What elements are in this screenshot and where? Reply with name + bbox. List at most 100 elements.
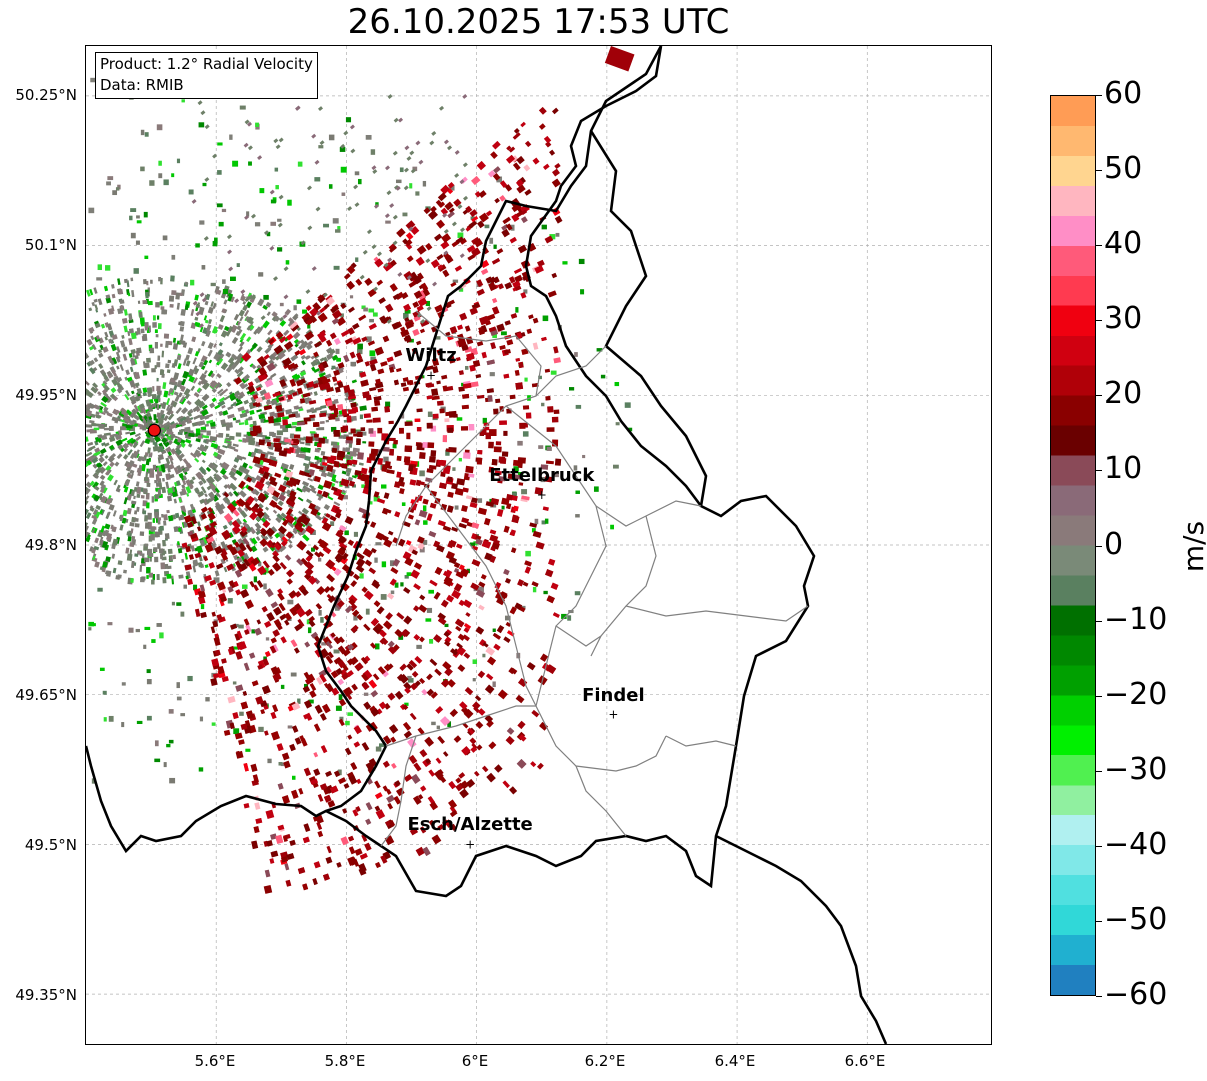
- radar-echo-cell: [134, 354, 139, 360]
- radar-echo-cell: [350, 402, 357, 408]
- radar-echo-cell: [461, 746, 471, 756]
- radar-echo-cell: [462, 487, 469, 493]
- radar-echo-cell: [353, 184, 359, 190]
- radar-echo-cell: [93, 485, 100, 491]
- radar-echo-cell: [477, 449, 483, 455]
- radar-echo-cell: [270, 711, 277, 720]
- radar-echo-cell: [457, 204, 463, 210]
- radar-echo-cell: [139, 317, 145, 325]
- radar-echo-cell: [121, 517, 127, 524]
- radar-echo-cell: [416, 408, 423, 413]
- radar-echo-cell: [120, 447, 125, 453]
- radar-echo-cell: [220, 419, 226, 425]
- radar-echo-cell: [196, 302, 201, 308]
- radar-echo-cell: [327, 496, 334, 501]
- radar-echo-cell: [516, 758, 527, 769]
- radar-echo-cell: [419, 452, 426, 460]
- radar-map-area[interactable]: + + + +: [85, 45, 992, 1045]
- radar-echo-cell: [528, 314, 534, 320]
- radar-echo-cell: [457, 633, 466, 641]
- radar-echo-cell: [319, 713, 327, 721]
- radar-echo-cell: [122, 454, 129, 460]
- radar-echo-cell: [333, 369, 340, 376]
- radar-echo-cell: [495, 441, 502, 446]
- radar-echo-cell: [178, 339, 183, 344]
- radar-echo-cell: [95, 411, 100, 415]
- radar-echo-cell: [133, 495, 136, 500]
- radar-echo-cell: [137, 423, 144, 428]
- radar-echo-cell: [234, 357, 242, 366]
- colorbar-tick-label: −20: [1104, 676, 1168, 712]
- radar-echo-cell: [503, 636, 511, 643]
- radar-echo-cell: [212, 539, 217, 546]
- radar-echo-cell: [310, 507, 319, 517]
- radar-echo-cell: [102, 690, 107, 695]
- radar-echo-cell: [218, 342, 223, 347]
- radar-echo-cell: [93, 450, 101, 457]
- radar-echo-cell: [353, 858, 360, 867]
- radar-echo-cell: [217, 323, 224, 331]
- radar-echo-cell: [399, 167, 404, 173]
- radar-echo-cell: [396, 455, 402, 462]
- radar-echo-cell: [486, 719, 494, 728]
- radar-echo-cell: [133, 268, 139, 274]
- radar-echo-cell: [144, 515, 148, 522]
- radar-echo-cell: [278, 194, 284, 200]
- radar-echo-cell: [243, 662, 250, 671]
- radar-echo-cell: [440, 207, 449, 216]
- radar-echo-cell: [448, 556, 458, 565]
- radar-echo-cell: [340, 313, 344, 318]
- radar-echo-cell: [120, 419, 125, 423]
- radar-echo-cell: [186, 400, 192, 406]
- radar-echo-cell: [535, 541, 545, 550]
- radar-echo-cell: [531, 382, 539, 388]
- radar-echo-cell: [249, 427, 254, 431]
- radar-echo-cell: [374, 805, 381, 812]
- radar-echo-cell: [209, 435, 218, 442]
- radar-echo-cell: [425, 300, 431, 307]
- radar-echo-cell: [123, 278, 128, 284]
- radar-echo-cell: [456, 646, 466, 656]
- radar-echo-cell: [203, 369, 208, 375]
- radar-echo-cell: [505, 621, 512, 628]
- radar-echo-cell: [237, 346, 243, 353]
- radar-echo-cell: [569, 387, 575, 391]
- colorbar-tick-mark: [1096, 996, 1102, 997]
- radar-echo-cell: [109, 444, 115, 451]
- radar-echo-cell: [244, 215, 250, 220]
- radar-echo-cell: [382, 785, 389, 792]
- lat-tick-50-25: 50.25°N: [15, 86, 77, 104]
- radar-echo-cell: [503, 349, 511, 355]
- radar-echo-cell: [275, 834, 284, 845]
- radar-echo-cell: [161, 486, 166, 494]
- radar-echo-cell: [317, 106, 323, 112]
- radar-echo-cell: [444, 640, 451, 647]
- radar-echo-cell: [160, 306, 165, 310]
- city-label: Findel: [582, 684, 645, 706]
- radar-echo-cell: [417, 794, 424, 800]
- radar-echo-cell: [176, 158, 181, 164]
- radar-echo-cell: [91, 301, 96, 307]
- radar-echo-cell: [388, 420, 394, 425]
- radar-echo-cell: [99, 480, 105, 487]
- radar-echo-cell: [209, 579, 217, 586]
- radar-echo-cell: [176, 541, 180, 546]
- radar-echo-cell: [227, 544, 234, 551]
- radar-echo-cell: [386, 190, 392, 196]
- radar-echo-cell: [417, 297, 428, 307]
- radar-echo-cell: [512, 280, 521, 288]
- radar-echo-cell: [203, 236, 209, 241]
- radar-echo-cell: [304, 330, 315, 341]
- radar-echo-cell: [354, 202, 360, 208]
- colorbar-tick-label: 40: [1104, 226, 1143, 262]
- radar-echo-cell: [294, 623, 303, 632]
- radar-echo-cell: [459, 788, 469, 799]
- radar-echo-cell: [522, 431, 529, 437]
- radar-echo-cell: [178, 392, 183, 398]
- radar-echo-cell: [158, 397, 161, 403]
- radar-echo-cell: [437, 192, 447, 202]
- radar-echo-cell: [130, 500, 137, 505]
- radar-echo-cell: [269, 499, 278, 508]
- radar-echo-cell: [270, 637, 277, 644]
- radar-echo-cell: [176, 302, 180, 310]
